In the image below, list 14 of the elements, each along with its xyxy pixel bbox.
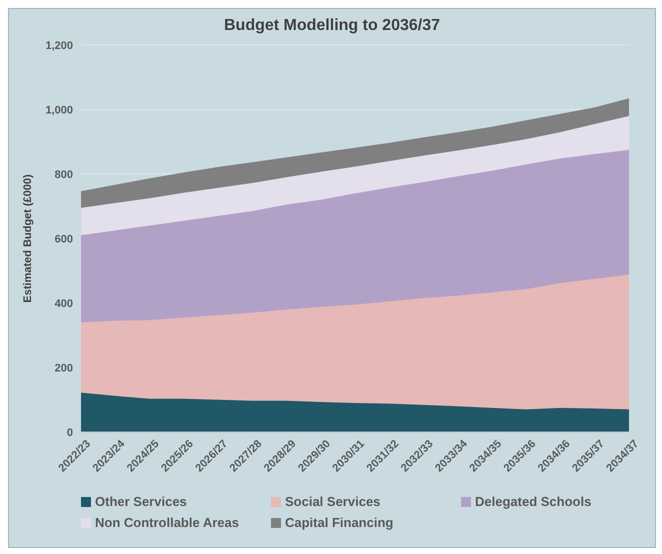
y-tick-label: 600 bbox=[54, 233, 73, 246]
y-tick-label: 1,200 bbox=[45, 40, 73, 52]
y-tick-label: 1,000 bbox=[45, 104, 73, 116]
legend-label: Social Services bbox=[285, 494, 380, 509]
legend-label: Delegated Schools bbox=[475, 494, 592, 509]
y-tick-label: 0 bbox=[66, 426, 73, 439]
legend-label: Non Controllable Areas bbox=[95, 515, 239, 530]
y-axis-title: Estimated Budget (£000) bbox=[22, 174, 34, 303]
chart-title: Budget Modelling to 2036/37 bbox=[222, 16, 442, 35]
y-tick-label: 200 bbox=[54, 362, 73, 374]
legend-label: Other Services bbox=[95, 494, 187, 509]
y-tick-label: 800 bbox=[54, 168, 73, 181]
legend-label: Capital Financing bbox=[285, 515, 394, 530]
y-tick-label: 400 bbox=[54, 298, 73, 310]
